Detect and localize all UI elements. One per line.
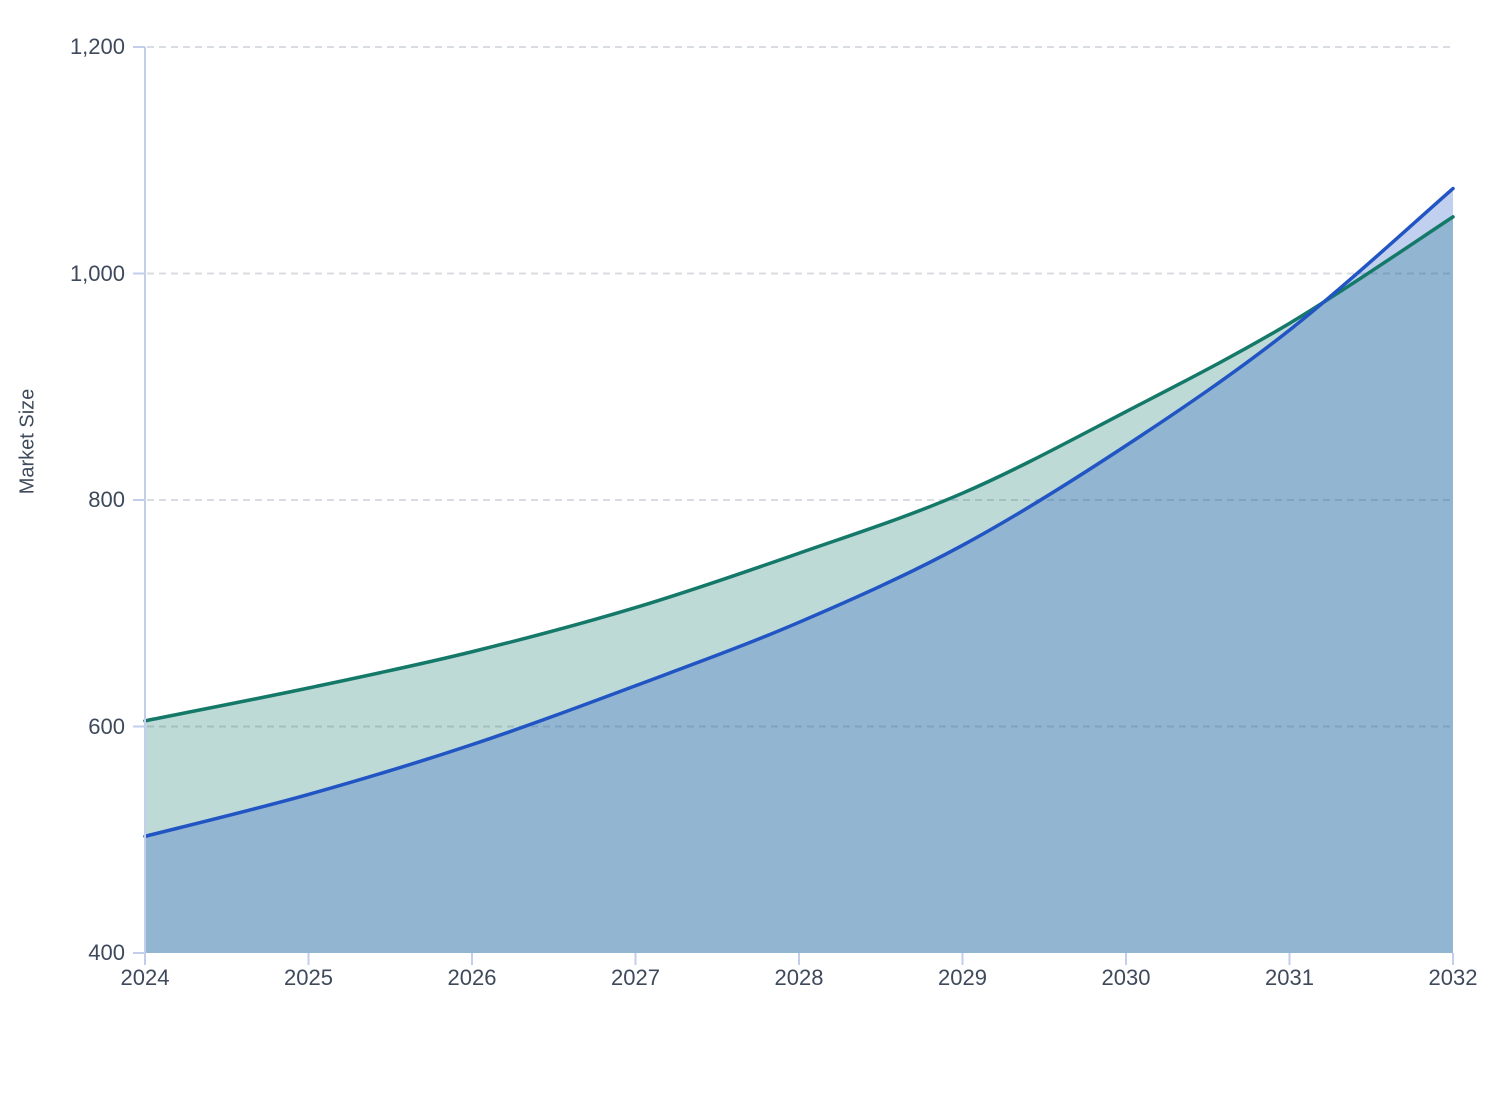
blue_series-area (145, 188, 1453, 953)
blue_series-line (143, 186, 1455, 839)
y-tick-label-400: 400 (88, 940, 125, 965)
y-tick-label-1200: 1,200 (69, 34, 125, 59)
green_series-area (145, 216, 1453, 953)
green_series-line (143, 215, 1455, 723)
x-tick-label-2028: 2028 (774, 965, 824, 990)
x-tick-label-2032: 2032 (1428, 965, 1478, 990)
x-tick-label-2027: 2027 (611, 965, 660, 990)
x-tick-label-2031: 2031 (1265, 965, 1314, 990)
x-tick-label-2025: 2025 (284, 965, 333, 990)
y-tick-label-600: 600 (88, 713, 125, 739)
x-tick-label-2030: 2030 (1101, 965, 1151, 990)
y-tick-label-800: 800 (88, 487, 125, 512)
x-tick-label-2029: 2029 (938, 965, 987, 990)
x-tick-label-2026: 2026 (447, 965, 497, 990)
x-tick-label-2024: 2024 (120, 965, 170, 990)
y-tick-label-1000: 1,000 (69, 260, 125, 286)
